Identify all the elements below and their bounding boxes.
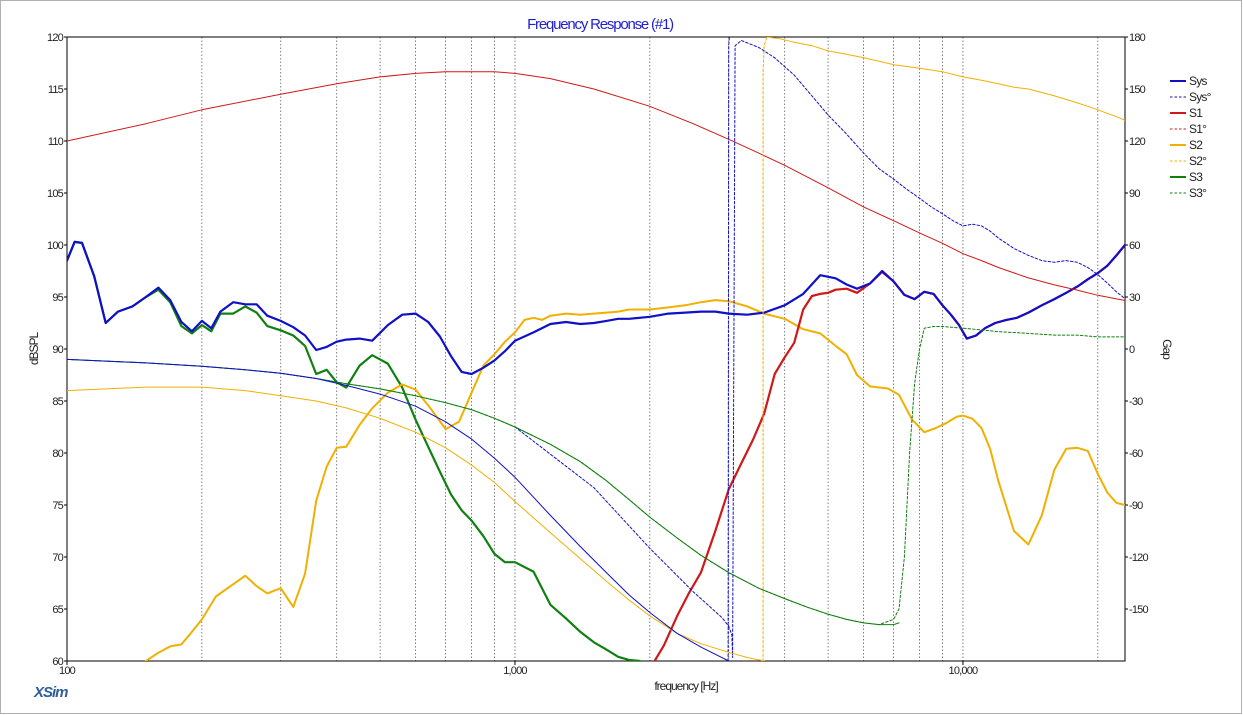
series-s1	[653, 243, 1125, 661]
legend-label: S1	[1189, 106, 1203, 120]
y2-tick-label: -60	[1129, 448, 1143, 460]
series-s3	[67, 240, 642, 661]
y-tick-label: 105	[47, 188, 64, 200]
y-tick-label: 80	[52, 448, 63, 460]
y-tick-label: 120	[47, 32, 64, 44]
xsim-logo: XSim	[33, 684, 68, 701]
series-sys-wrap	[727, 37, 730, 661]
y-tick-label: 90	[52, 344, 63, 356]
series-sys-low	[67, 358, 730, 661]
series-sys	[67, 240, 1125, 376]
legend-label: Sys	[1189, 74, 1207, 88]
series-s3	[67, 326, 1125, 626]
y-tick-label: 100	[47, 240, 64, 252]
y-tick-label: 75	[52, 500, 63, 512]
y2-tick-label: -90	[1129, 500, 1143, 512]
left-axis-ticks: 60 65 70 75 80 85 90 95 100 105 110 115 120	[47, 32, 67, 668]
series-s2-jump	[762, 37, 768, 661]
y-tick-label: 115	[48, 84, 64, 96]
series-s2	[144, 299, 1125, 661]
x-tick-label: 10,000	[949, 665, 979, 677]
y2-tick-label: -30	[1129, 396, 1143, 408]
y2-tick-label: 120	[1129, 136, 1146, 148]
chart-title: Frequency Response (#1)	[527, 16, 674, 33]
y2-tick-label: -150	[1129, 604, 1148, 616]
y2-tick-label: -120	[1129, 552, 1148, 564]
series-s2	[766, 37, 1125, 121]
legend: Sys Sys° S1 S1° S2 S2° S3 S3°	[1170, 74, 1212, 200]
y2-tick-label: 60	[1129, 240, 1140, 252]
y-tick-label: 70	[52, 552, 63, 564]
y-tick-label: 110	[48, 136, 64, 148]
legend-label: Sys°	[1189, 90, 1212, 104]
series-sys	[514, 40, 1125, 658]
plot-area	[66, 36, 1126, 662]
legend-label: S2°	[1189, 154, 1207, 168]
x-tick-label: 1,000	[503, 665, 527, 677]
y-tick-label: 95	[52, 292, 63, 304]
y2-axis-label: Gap	[1160, 339, 1174, 360]
legend-label: S3	[1189, 170, 1203, 184]
legend-label: S1°	[1189, 122, 1207, 136]
y2-tick-label: 0	[1129, 344, 1135, 356]
y-tick-label: 65	[52, 604, 63, 616]
series-group	[67, 37, 1125, 661]
series-s2-low	[67, 386, 765, 661]
y-tick-label: 60	[52, 656, 63, 668]
legend-label: S3°	[1189, 186, 1207, 200]
series-s1	[67, 71, 1125, 301]
x-tick-label: 100	[59, 665, 76, 677]
series-s3-low	[67, 358, 900, 626]
grid	[201, 37, 1099, 661]
y-tick-label: 85	[52, 396, 63, 408]
y-axis-label: dBSPL	[27, 331, 41, 365]
y2-tick-label: 90	[1129, 188, 1140, 200]
y2-tick-label: 180	[1129, 32, 1146, 44]
y2-tick-label: 30	[1129, 292, 1140, 304]
x-axis-ticks: 100 1,000 10,000	[59, 661, 979, 677]
y2-tick-label: 150	[1129, 84, 1146, 96]
x-axis-label: frequency [Hz]	[654, 679, 718, 693]
right-axis-ticks: -150 -120 -90 -60 -30 0 30 60 90 120 150 180	[1125, 32, 1149, 616]
legend-label: S2	[1189, 138, 1203, 152]
